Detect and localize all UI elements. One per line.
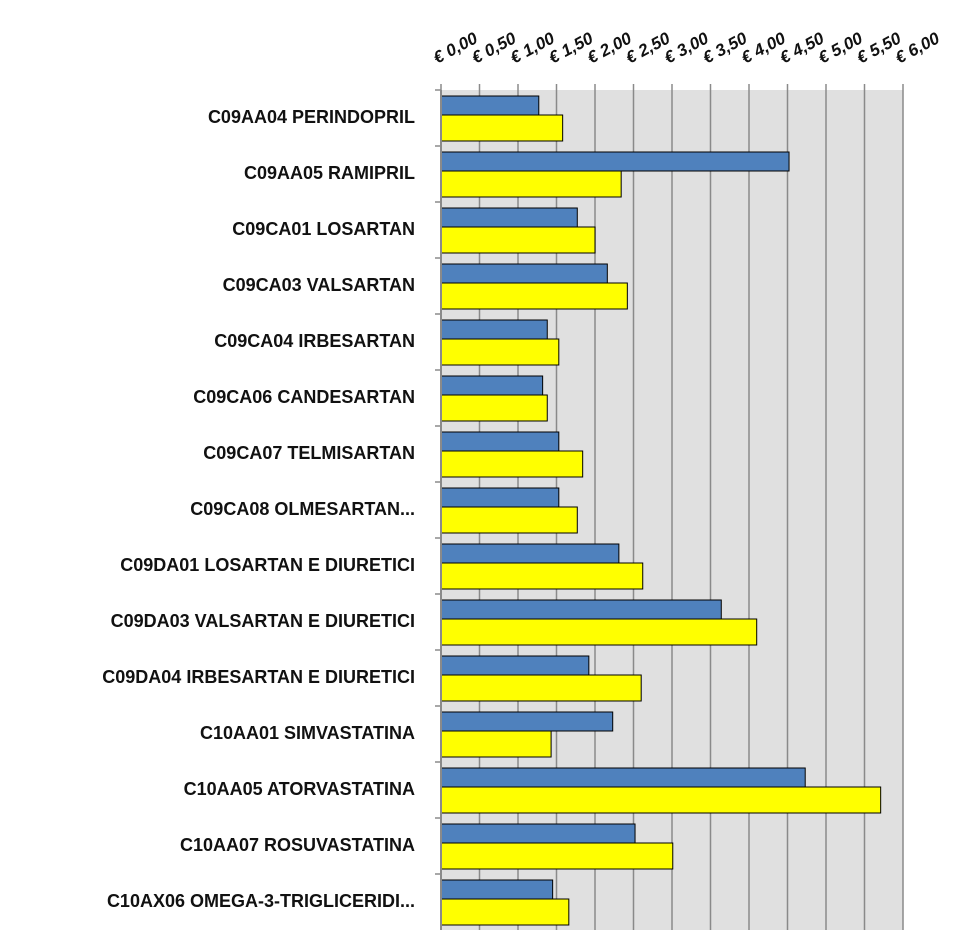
- bar: [440, 319, 548, 340]
- bar: [440, 823, 636, 844]
- bar: [440, 114, 564, 142]
- y-tick-label: C10AA05 ATORVASTATINA: [184, 779, 415, 799]
- y-tick-label: C09DA01 LOSARTAN E DIURETICI: [120, 555, 415, 575]
- y-tick-label: C09CA04 IRBESARTAN: [214, 331, 415, 351]
- y-tick-label: C09CA08 OLMESARTAN...: [190, 499, 415, 519]
- bar: [440, 506, 578, 534]
- bar: [440, 674, 642, 702]
- y-tick-label: C09CA07 TELMISARTAN: [203, 443, 415, 463]
- bar: [440, 842, 674, 870]
- y-tick-label: C10AX06 OMEGA-3-TRIGLICERIDI...: [107, 891, 415, 911]
- y-tick-label: C09DA04 IRBESARTAN E DIURETICI: [102, 667, 415, 687]
- bar: [440, 95, 540, 116]
- bar: [440, 618, 758, 646]
- y-tick-label: C09AA05 RAMIPRIL: [244, 163, 415, 183]
- y-tick-label: C09CA06 CANDESARTAN: [193, 387, 415, 407]
- y-tick-label: C09CA03 VALSARTAN: [223, 275, 415, 295]
- bar: [440, 898, 570, 926]
- bar: [440, 879, 554, 900]
- bar: [440, 394, 548, 422]
- bar: [440, 599, 722, 620]
- bar: [440, 786, 882, 814]
- bar: [440, 151, 790, 172]
- bar: [440, 263, 608, 284]
- bar: [440, 767, 806, 788]
- bar: [440, 655, 590, 676]
- y-tick-label: C10AA07 ROSUVASTATINA: [180, 835, 415, 855]
- bar: [440, 207, 578, 228]
- bar: [440, 711, 614, 732]
- bar: [440, 450, 584, 478]
- y-tick-label: C09CA01 LOSARTAN: [232, 219, 415, 239]
- bar: [440, 338, 560, 366]
- bar: [440, 487, 560, 508]
- bar: [440, 543, 620, 564]
- bar: [440, 730, 552, 758]
- y-tick-label: C09AA04 PERINDOPRIL: [208, 107, 415, 127]
- y-tick-label: C10AA01 SIMVASTATINA: [200, 723, 415, 743]
- bar: [440, 170, 622, 198]
- bar: [440, 226, 596, 254]
- bar: [440, 431, 560, 452]
- bar: [440, 375, 544, 396]
- x-tick-label: € 6,00: [892, 28, 943, 67]
- y-tick-label: C09DA03 VALSARTAN E DIURETICI: [111, 611, 415, 631]
- bar: [440, 562, 644, 590]
- bar: [440, 282, 628, 310]
